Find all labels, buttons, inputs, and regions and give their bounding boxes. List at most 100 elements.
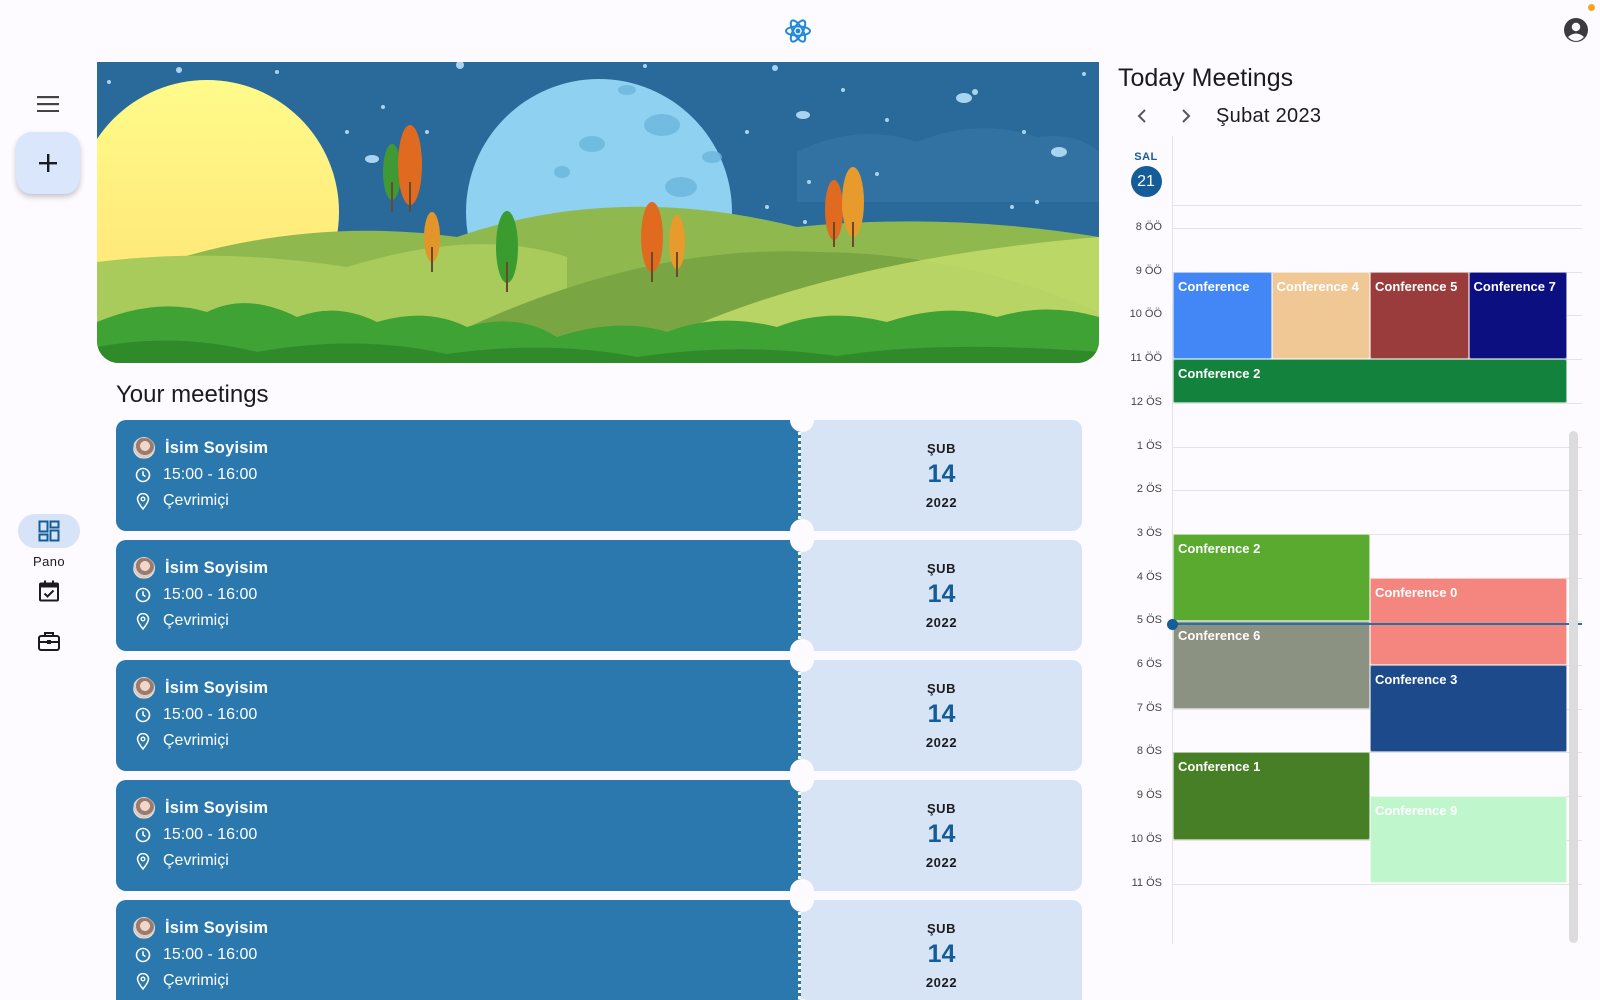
meeting-location: Çevrimiçi [163, 612, 229, 630]
hour-gridline [1172, 228, 1582, 229]
calendar-event[interactable]: Conference 6 [1173, 621, 1370, 709]
meeting-ticket[interactable]: İsim Soyisim 15:00 - 16:00 Çevrimiçi ŞUB… [116, 420, 1082, 543]
meeting-ticket[interactable]: İsim Soyisim 15:00 - 16:00 Çevrimiçi ŞUB… [116, 528, 1082, 663]
location-pin-icon [133, 731, 153, 751]
meeting-year: 2022 [925, 855, 958, 870]
hour-gridline [1172, 402, 1582, 404]
calendar-event[interactable]: Conference 7 [1468, 271, 1567, 360]
nav-pill [18, 624, 80, 658]
meeting-host-name: İsim Soyisim [165, 558, 269, 577]
nav-item-work[interactable] [18, 624, 80, 658]
plus-icon [39, 154, 57, 172]
meeting-time: 15:00 - 16:00 [163, 585, 258, 603]
menu-icon[interactable] [34, 90, 62, 118]
meeting-month: ŞUB [927, 801, 956, 816]
meeting-details[interactable]: İsim Soyisim 15:00 - 16:00 Çevrimiçi [116, 660, 801, 771]
ticket-notch [790, 768, 814, 792]
meeting-time: 15:00 - 16:00 [163, 465, 258, 483]
meeting-location: Çevrimiçi [163, 972, 229, 990]
avatar [133, 797, 155, 820]
hero-illustration [97, 62, 1099, 363]
meeting-day: 14 [927, 700, 956, 728]
ticket-notch [790, 528, 814, 552]
month-label: Şubat 2023 [1216, 104, 1322, 127]
avatar [133, 677, 155, 700]
meeting-date: ŞUB 14 2022 [801, 420, 1082, 531]
top-bar [0, 0, 1600, 62]
current-time-dot [1167, 618, 1178, 630]
meeting-date: ŞUB 14 2022 [801, 540, 1082, 651]
today-meetings-title: Today Meetings [1118, 64, 1294, 92]
calendar-check-icon [39, 580, 59, 602]
meeting-month: ŞUB [927, 681, 956, 696]
hour-gridline [1172, 533, 1582, 535]
meeting-day: 14 [927, 940, 956, 968]
meeting-details[interactable]: İsim Soyisim 15:00 - 16:00 Çevrimiçi [116, 900, 801, 1000]
calendar-event[interactable]: Conference 9 [1370, 796, 1567, 884]
calendar-event[interactable]: Conference 1 [1173, 752, 1370, 840]
hour-label: 5 ÖS [1136, 614, 1162, 627]
meeting-time: 15:00 - 16:00 [163, 825, 258, 843]
calendar-event[interactable]: Conference 2 [1173, 359, 1567, 403]
calendar-event[interactable]: Conference 4 [1271, 271, 1370, 360]
account-circle-icon[interactable] [1563, 17, 1589, 43]
add-button[interactable] [16, 132, 80, 194]
nav-pill [18, 574, 80, 608]
clock-icon [133, 705, 153, 725]
meeting-month: ŞUB [927, 441, 956, 456]
calendar-day-header[interactable]: SAL 21 [1128, 151, 1164, 197]
hour-label: 11 ÖS [1131, 876, 1162, 889]
meeting-location: Çevrimiçi [163, 732, 229, 750]
avatar [133, 557, 155, 580]
hour-label: 7 ÖS [1136, 701, 1162, 714]
calendar-event[interactable]: Conference 3 [1370, 665, 1567, 753]
meeting-ticket[interactable]: İsim Soyisim 15:00 - 16:00 Çevrimiçi ŞUB… [116, 768, 1082, 903]
hour-gridline [1172, 883, 1582, 885]
meeting-host-name: İsim Soyisim [165, 438, 269, 457]
calendar-event[interactable]: Conference 5 [1370, 271, 1469, 360]
hour-label: 6 ÖS [1136, 658, 1162, 670]
location-pin-icon [133, 971, 153, 991]
location-pin-icon [133, 491, 153, 511]
ticket-notch [790, 648, 814, 672]
meeting-details[interactable]: İsim Soyisim 15:00 - 16:00 Çevrimiçi [116, 540, 801, 651]
clock-icon [133, 945, 153, 965]
calendar-scrollbar[interactable] [1569, 431, 1578, 943]
meeting-year: 2022 [925, 735, 958, 750]
nav-label-pano: Pano [33, 554, 65, 569]
chevron-right-icon[interactable] [1172, 102, 1200, 130]
clock-icon [133, 465, 153, 485]
meeting-ticket[interactable]: İsim Soyisim 15:00 - 16:00 Çevrimiçi ŞUB… [116, 648, 1082, 783]
calendar-event[interactable]: Conference 0 [1370, 577, 1567, 665]
hour-gridline [1172, 490, 1582, 492]
avatar [133, 917, 155, 940]
meeting-date: ŞUB 14 2022 [801, 660, 1082, 771]
nav-item-calendar[interactable] [18, 574, 80, 608]
chevron-left-icon[interactable] [1128, 102, 1156, 130]
hour-label: 9 ÖÖ [1135, 264, 1162, 277]
meeting-ticket[interactable]: İsim Soyisim 15:00 - 16:00 Çevrimiçi ŞUB… [116, 888, 1082, 1000]
day-number: 21 [1130, 166, 1162, 197]
meeting-month: ŞUB [927, 561, 956, 576]
day-of-week: SAL [1134, 151, 1158, 163]
hour-label: 12 ÖS [1130, 395, 1162, 408]
calendar-event[interactable]: Conference 2 [1173, 533, 1370, 622]
hour-label: 1 ÖS [1136, 439, 1162, 452]
current-time-line [1172, 623, 1582, 626]
meeting-date: ŞUB 14 2022 [801, 900, 1082, 1000]
hour-label: 10 ÖS [1130, 832, 1162, 845]
hour-label: 11 ÖÖ [1130, 352, 1162, 365]
meeting-details[interactable]: İsim Soyisim 15:00 - 16:00 Çevrimiçi [116, 420, 801, 531]
hour-label: 8 ÖÖ [1135, 221, 1162, 233]
meeting-details[interactable]: İsim Soyisim 15:00 - 16:00 Çevrimiçi [116, 780, 801, 891]
hour-label: 8 ÖS [1136, 745, 1162, 758]
clock-icon [133, 825, 153, 845]
meeting-host-name: İsim Soyisim [165, 918, 269, 937]
hour-label: 3 ÖS [1136, 526, 1162, 539]
nav-item-pano[interactable]: Pano [18, 514, 80, 569]
day-calendar: 8 ÖÖ 9 ÖÖ 10 ÖÖ 11 ÖÖ 12 ÖS 1 ÖS 2 ÖS 3 ÖS 4 ÖS 5… [1118, 136, 1582, 944]
meeting-time: 15:00 - 16:00 [163, 945, 258, 963]
calendar-event[interactable]: Conference [1173, 271, 1272, 360]
notification-dot [1588, 4, 1595, 11]
hour-label: 10 ÖÖ [1129, 308, 1162, 321]
